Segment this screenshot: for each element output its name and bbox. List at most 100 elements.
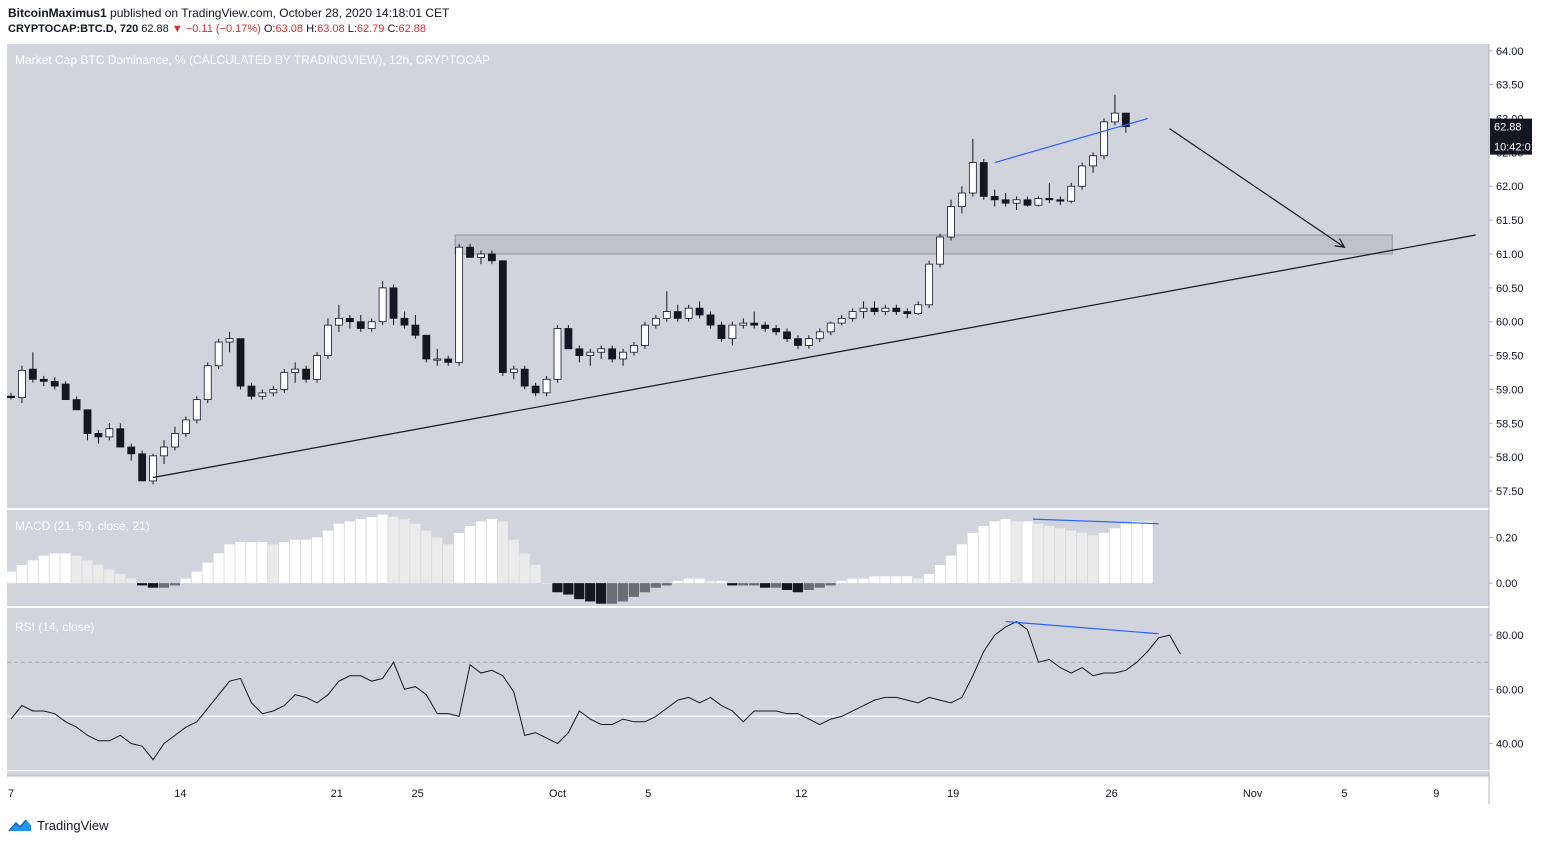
candle-body [1034,198,1043,206]
rsi-tick-label: 80.00 [1496,630,1524,642]
tradingview-brand[interactable]: TradingView [8,817,109,833]
candle [903,308,912,319]
candle [313,352,321,383]
candle-body [608,348,617,360]
macd-bar [792,583,803,593]
candle [269,386,278,397]
candle [127,443,136,461]
rsi-divergence-line [1005,620,1159,635]
candle-body [968,162,977,194]
macd-bar [322,530,333,584]
candle [1089,152,1097,173]
candle-body [564,328,573,350]
macd-bar [836,580,847,584]
time-tick-label: 14 [174,788,186,800]
price-pane[interactable] [7,44,1489,508]
macd-bar [978,526,989,584]
candle-body [804,338,813,346]
candle [925,260,934,309]
macd-bar [1098,532,1109,584]
macd-bar [738,583,749,586]
candle [7,392,15,400]
candle-body [83,409,92,434]
time-tick-label: 12 [795,788,807,800]
macd-bar [1109,528,1120,584]
macd-bar [945,555,956,584]
macd-bar [902,576,913,584]
macd-bar [628,583,640,597]
candle-body [695,307,704,316]
macd-divergence-line [1032,518,1159,525]
candle [608,345,617,363]
macd-bar [1000,519,1011,584]
macd-bar [344,521,355,584]
candle-body [203,365,212,401]
candle-body [826,322,835,333]
macd-bar [880,576,891,584]
macd-bar [421,530,432,584]
price-tick-label: 57.50 [1496,486,1524,498]
candle-body [1111,112,1119,123]
symbol-name[interactable]: CRYPTOCAP:BTC.D, 720 [8,23,139,35]
candle [28,352,37,383]
last-value: 62.88 [141,23,169,35]
candle [815,328,824,343]
macd-bar [1011,521,1022,584]
macd-bar [257,542,268,584]
candle [870,301,879,315]
candle-body [1078,165,1087,187]
price-divergence-line [994,117,1148,164]
candle-body [1023,199,1032,206]
rsi-pane[interactable] [7,608,1489,776]
candle-body [138,453,147,482]
candle-body [892,307,901,312]
candle-body [815,331,824,340]
macd-bar [399,519,410,584]
candle-body [651,317,660,326]
macd-bar [661,583,672,586]
candle [149,453,157,485]
macd-bar [869,576,880,584]
down-arrow-icon: ▼ [171,23,183,35]
candle [651,314,660,329]
candle-body [444,358,453,363]
macd-bar [749,583,760,586]
time-axis-bg[interactable] [7,776,1489,804]
candle-body [859,307,868,312]
macd-bar [694,578,705,584]
low-label: L: [347,23,357,35]
macd-bar [279,542,290,584]
candle-body [520,368,529,387]
time-tick-label: 25 [411,788,423,800]
candle [280,369,289,393]
candle-body [433,358,442,361]
candle [892,304,901,315]
macd-bar [1066,530,1077,584]
candle-body [324,324,332,356]
macd-bar [639,583,650,593]
time-tick-label: 5 [1341,788,1347,800]
candle-body [127,446,136,455]
candle [662,291,671,322]
candle-body [509,368,518,373]
candle [990,189,999,207]
macd-bar [705,580,716,584]
macd-bar [432,537,443,584]
candle-body [630,345,638,353]
author-name[interactable]: BitcoinMaximus1 [8,6,107,20]
candle-body [772,328,780,333]
time-tick-label: Oct [549,788,566,800]
candle-body [356,321,365,329]
macd-bar [268,544,279,584]
high-label: H: [306,23,318,35]
candle [914,301,923,315]
candle-body [684,307,693,319]
close-label: C: [387,23,399,35]
macd-bar [71,555,82,584]
candle [39,375,48,387]
candle [171,426,179,451]
candle-body [389,287,398,319]
price-tick-label: 64.00 [1496,46,1524,58]
macd-bar [541,583,552,584]
